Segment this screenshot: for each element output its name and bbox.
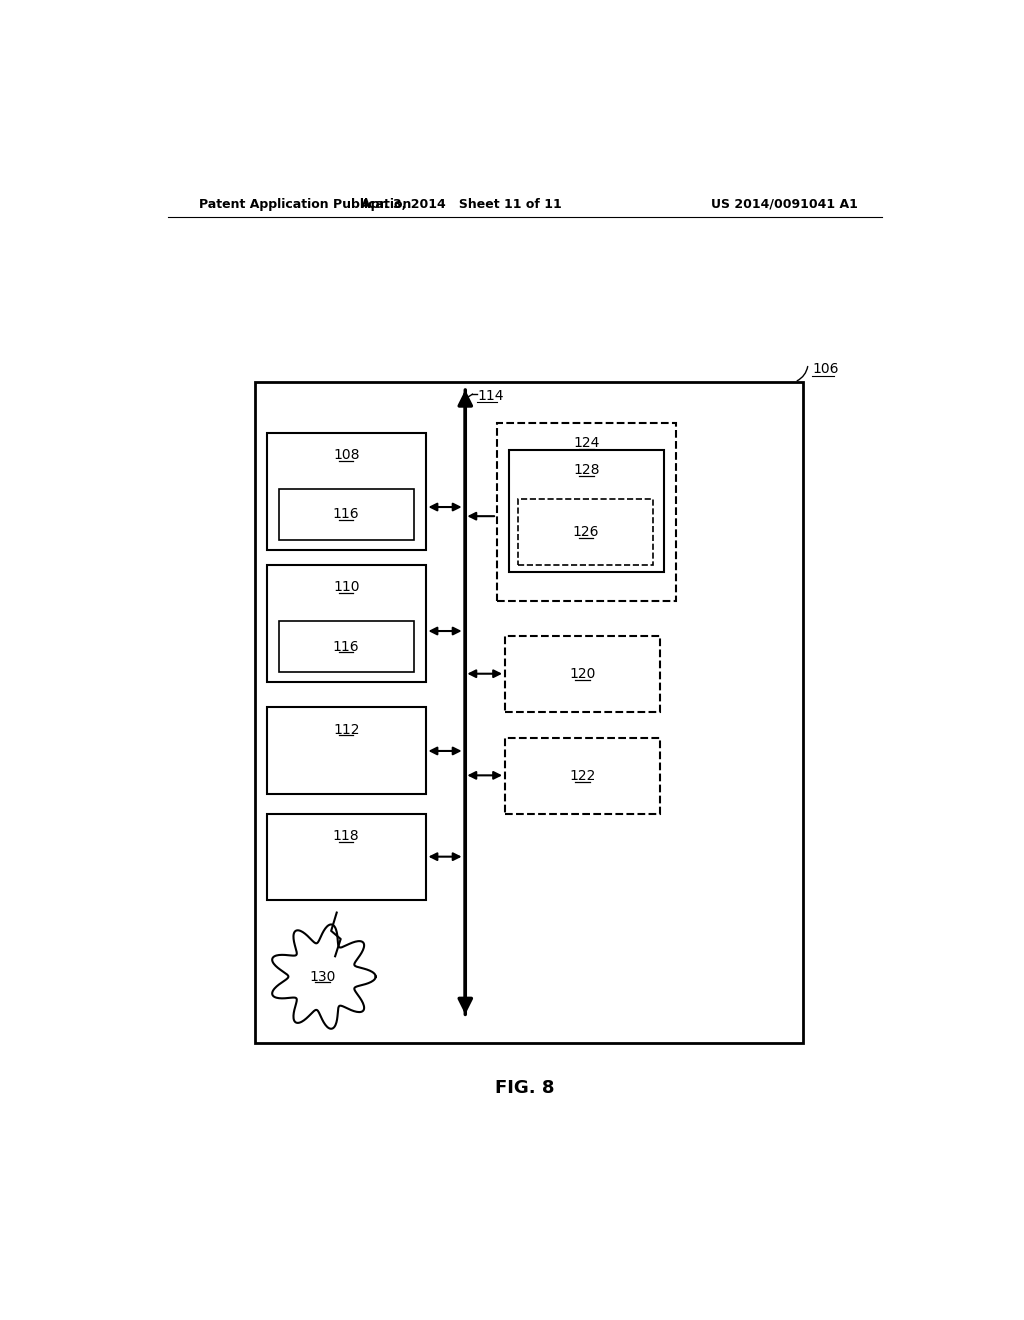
FancyBboxPatch shape	[518, 499, 653, 565]
Text: 128: 128	[573, 463, 600, 478]
Text: US 2014/0091041 A1: US 2014/0091041 A1	[712, 198, 858, 211]
Text: 110: 110	[333, 581, 359, 594]
Text: 116: 116	[333, 507, 359, 521]
Text: Apr. 3, 2014   Sheet 11 of 11: Apr. 3, 2014 Sheet 11 of 11	[360, 198, 562, 211]
Text: 120: 120	[569, 667, 596, 681]
Polygon shape	[272, 924, 376, 1028]
FancyBboxPatch shape	[267, 708, 426, 793]
FancyBboxPatch shape	[279, 490, 414, 540]
Text: 122: 122	[569, 768, 596, 783]
Text: Patent Application Publication: Patent Application Publication	[200, 198, 412, 211]
Text: 130: 130	[309, 970, 336, 983]
FancyBboxPatch shape	[267, 565, 426, 682]
Text: 114: 114	[477, 389, 504, 403]
FancyBboxPatch shape	[505, 738, 659, 814]
Text: FIG. 8: FIG. 8	[495, 1080, 555, 1097]
FancyBboxPatch shape	[267, 433, 426, 549]
FancyBboxPatch shape	[497, 422, 676, 601]
FancyBboxPatch shape	[267, 814, 426, 900]
FancyBboxPatch shape	[509, 450, 664, 572]
Text: 108: 108	[333, 449, 359, 462]
Text: 126: 126	[572, 525, 599, 539]
Text: 112: 112	[333, 722, 359, 737]
Text: 116: 116	[333, 640, 359, 653]
Text: 106: 106	[812, 362, 839, 376]
Text: 118: 118	[333, 829, 359, 843]
FancyBboxPatch shape	[279, 622, 414, 672]
Text: 124: 124	[573, 436, 599, 450]
FancyBboxPatch shape	[255, 381, 803, 1043]
FancyBboxPatch shape	[505, 636, 659, 713]
